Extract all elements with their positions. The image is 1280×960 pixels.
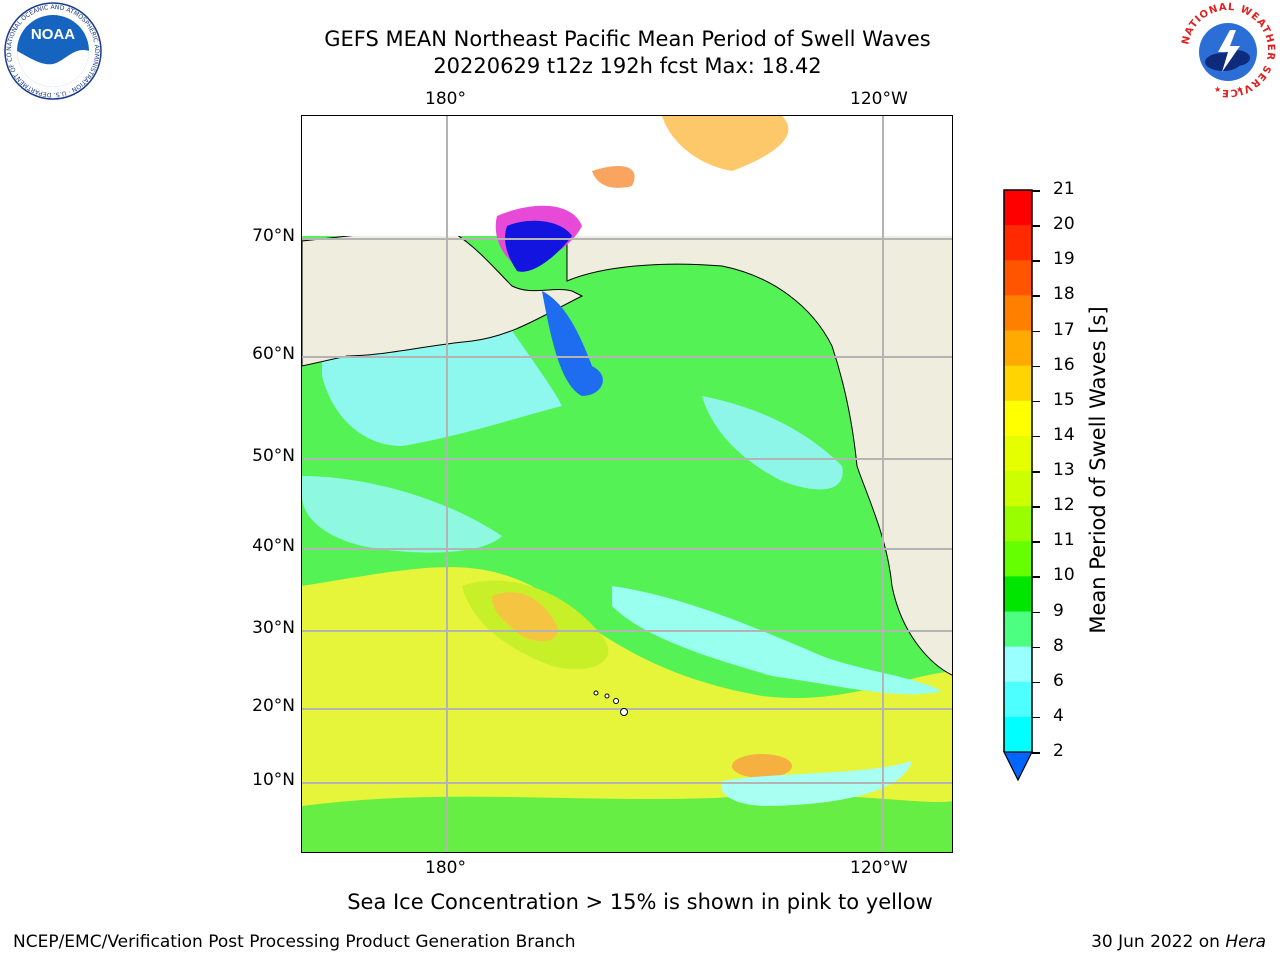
colorbar-tick-mark — [1032, 225, 1040, 227]
colorbar-tick-label: 10 — [1053, 565, 1075, 586]
colorbar-swatch — [1004, 190, 1032, 226]
colorbar-tick-label: 2 — [1053, 741, 1064, 761]
swell-period-map — [302, 116, 952, 852]
colorbar-tick-mark — [1032, 365, 1040, 368]
colorbar-tick-mark — [1032, 190, 1040, 192]
colorbar-tick-mark — [1032, 330, 1040, 332]
colorbar-tick-label: 16 — [1053, 354, 1075, 375]
colorbar-tick-mark — [1032, 646, 1040, 649]
lon-label-bottom-120w: 120°W — [850, 858, 908, 878]
graticule — [302, 116, 952, 852]
colorbar-tick-label: 18 — [1053, 284, 1075, 305]
colorbar-tick-label: 13 — [1053, 460, 1075, 480]
colorbar-swatch — [1004, 716, 1032, 753]
land-siberia — [302, 225, 584, 367]
colorbar-swatch — [1004, 365, 1032, 402]
colorbar-tick-mark — [1032, 260, 1040, 262]
noaa-logo-text: NOAA — [31, 26, 75, 43]
swell-cyan-gulf — [702, 396, 843, 490]
chart-title: GEFS MEAN Northeast Pacific Mean Period … — [0, 26, 1255, 80]
footer-date: 30 Jun 2022 on Hera — [1091, 932, 1266, 952]
colorbar-tick-label: 15 — [1053, 389, 1075, 410]
lat-label-10n: 10°N — [252, 770, 295, 790]
land-north-america — [566, 230, 952, 676]
colorbar-tick-mark — [1032, 541, 1040, 543]
colorbar-tick-mark — [1032, 400, 1040, 403]
noaa-logo: NATIONAL OCEANIC AND ATMOSPHERIC ADMINIS… — [1, 0, 102, 100]
colorbar-tick-label: 19 — [1053, 249, 1075, 270]
colorbar-tick-label: 11 — [1053, 530, 1075, 551]
lat-label-40n: 40°N — [252, 536, 295, 556]
swell-orange-patch — [732, 754, 792, 778]
colorbar-tick-mark — [1032, 752, 1040, 754]
colorbar-tick-label: 17 — [1053, 319, 1075, 340]
colorbar-tick-mark — [1032, 681, 1040, 684]
colorbar-swatch — [1004, 400, 1032, 437]
sea-ice-orange — [592, 166, 635, 188]
colorbar-swatch — [1004, 330, 1032, 367]
colorbar-swatch — [1004, 225, 1032, 261]
svg-text:★: ★ — [1214, 85, 1221, 94]
colorbar-tick-label: 9 — [1053, 600, 1064, 621]
colorbar-tick-label: 8 — [1053, 635, 1064, 656]
colorbar-swatch — [1004, 435, 1032, 472]
swell-band-green-south — [302, 794, 952, 852]
colorbar-swatch — [1004, 681, 1032, 718]
colorbar-label: Mean Period of Swell Waves [s] — [1086, 306, 1110, 634]
nws-logo: NATIONAL WEATHER SERVICE ★ ★ — [1178, 0, 1278, 100]
lon-label-bottom-180: 180° — [425, 858, 466, 878]
colorbar-tick-label: 21 — [1053, 179, 1075, 199]
lon-label-top-180: 180° — [425, 89, 466, 109]
colorbar-tick-mark — [1032, 506, 1040, 508]
colorbar-swatch — [1004, 541, 1032, 577]
colorbar-swatch — [1004, 646, 1032, 683]
lat-label-50n: 50°N — [252, 446, 295, 466]
colorbar-swatch — [1004, 295, 1032, 331]
sea-ice-yellow — [662, 116, 789, 171]
hawaii-islands — [593, 690, 628, 716]
swell-cyan-west — [302, 476, 502, 553]
colorbar-tick-label: 4 — [1053, 705, 1064, 726]
footer-machine: Hera — [1225, 932, 1266, 952]
colorbar — [1000, 188, 1040, 788]
colorbar-tick-mark — [1032, 576, 1040, 578]
title-line-2: 20220629 t12z 192h fcst Max: 18.42 — [433, 54, 822, 78]
colorbar-tick-label: 12 — [1053, 495, 1075, 516]
colorbar-swatch — [1004, 471, 1032, 507]
swell-cyan-band — [612, 586, 942, 695]
colorbar-tick-label: 6 — [1053, 670, 1064, 691]
svg-text:★: ★ — [1236, 85, 1243, 94]
sea-ice-note: Sea Ice Concentration > 15% is shown in … — [347, 890, 933, 914]
colorbar-tick-label: 14 — [1053, 424, 1075, 445]
map-panel — [301, 115, 953, 853]
lon-label-top-120w: 120°W — [850, 89, 908, 109]
colorbar-tick-label: 20 — [1053, 214, 1075, 235]
footer-date-text: 30 Jun 2022 on — [1091, 932, 1226, 952]
lat-label-70n: 70°N — [252, 226, 295, 246]
title-line-1: GEFS MEAN Northeast Pacific Mean Period … — [324, 27, 931, 51]
lat-label-60n: 60°N — [252, 344, 295, 364]
colorbar-tick-mark — [1032, 611, 1040, 613]
lat-label-30n: 30°N — [252, 618, 295, 638]
colorbar-tick-mark — [1032, 471, 1040, 473]
lat-label-20n: 20°N — [252, 696, 295, 716]
swell-max-orange — [492, 592, 558, 642]
colorbar-swatch — [1004, 576, 1032, 612]
colorbar-swatch — [1004, 260, 1032, 296]
colorbar-swatch — [1004, 506, 1032, 542]
colorbar-extend-triangle — [1003, 751, 1033, 782]
short-period-blue-bay — [542, 291, 603, 396]
colorbar-tick-mark — [1032, 716, 1040, 719]
colorbar-tick-mark — [1032, 295, 1040, 297]
short-period-blue — [505, 220, 572, 272]
colorbar-tick-mark — [1032, 435, 1040, 438]
colorbar-swatch — [1004, 611, 1032, 648]
footer-branch: NCEP/EMC/Verification Post Processing Pr… — [13, 932, 576, 952]
colorbar-swatches — [1003, 189, 1033, 782]
